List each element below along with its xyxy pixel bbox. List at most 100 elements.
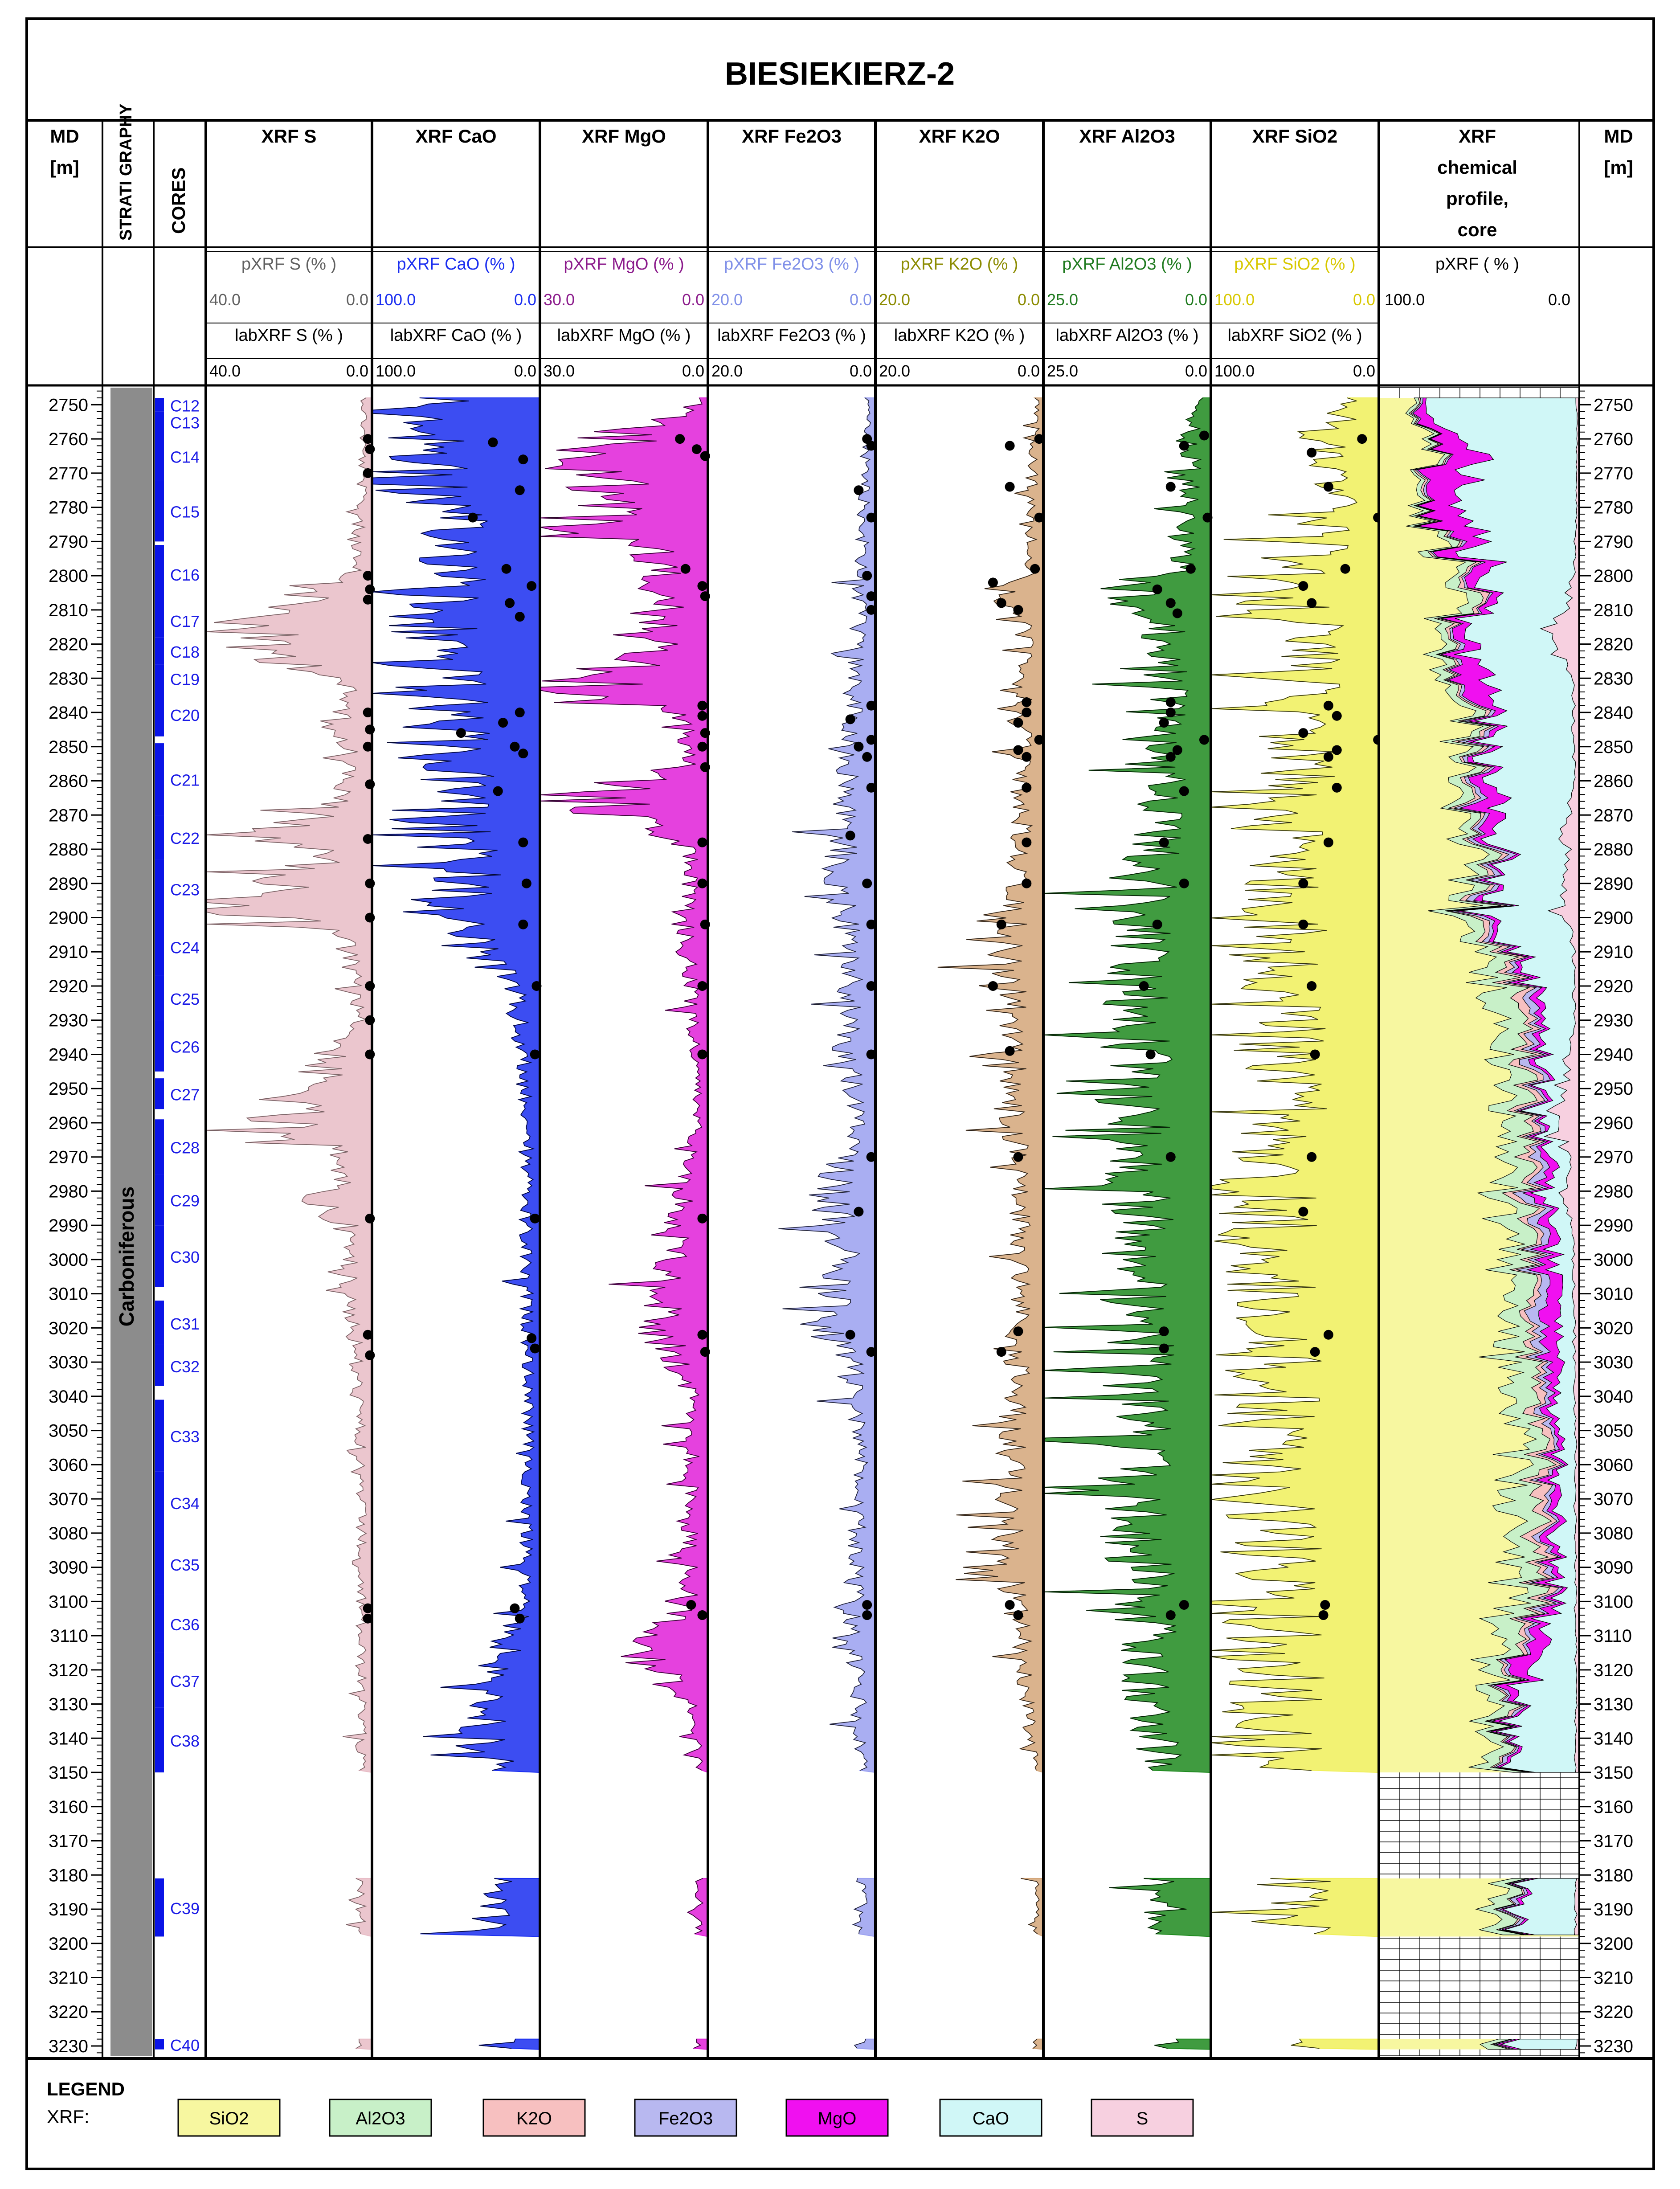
core-interval-bar bbox=[155, 1594, 164, 1653]
depth-tick-label: 3200 bbox=[49, 1934, 88, 1954]
depth-tick-label: 3160 bbox=[49, 1797, 88, 1817]
depth-tick-label: 3000 bbox=[1594, 1250, 1633, 1270]
lab-sample-point bbox=[1340, 564, 1350, 574]
lab-sample-point bbox=[530, 1213, 540, 1223]
lab-sample-point bbox=[515, 485, 525, 495]
lab-sample-point bbox=[365, 981, 375, 991]
track-lab-scale-max: 0.0 bbox=[1353, 362, 1375, 380]
legend-label: S bbox=[1136, 2109, 1149, 2128]
depth-tick-label: 2780 bbox=[1594, 498, 1633, 518]
lab-sample-point bbox=[1307, 981, 1317, 991]
depth-tick-label: 3230 bbox=[49, 2037, 88, 2056]
depth-tick-label: 2920 bbox=[1594, 977, 1633, 996]
track-lab-scale-min: 100.0 bbox=[1214, 362, 1255, 380]
legend-label: K2O bbox=[516, 2109, 552, 2128]
depth-tick-label: 2940 bbox=[1594, 1045, 1633, 1064]
lab-sample-point bbox=[1323, 482, 1333, 492]
depth-tick-label: 2880 bbox=[49, 840, 88, 859]
depth-tick-label: 3150 bbox=[49, 1763, 88, 1783]
core-label: C36 bbox=[170, 1616, 200, 1634]
lab-sample-point bbox=[1165, 697, 1176, 708]
core-interval-bar bbox=[155, 432, 164, 480]
depth-tick-label: 2800 bbox=[1594, 566, 1633, 586]
core-label: C20 bbox=[170, 706, 200, 724]
depth-tick-label: 2980 bbox=[1594, 1182, 1633, 1201]
lab-sample-point bbox=[1022, 697, 1032, 708]
text-layer: BIESIEKIERZ-2 MD [m] MD [m] STRATI GRAPH… bbox=[47, 56, 1633, 2128]
outer-frame bbox=[25, 17, 1655, 2170]
lab-sample-point bbox=[1013, 745, 1023, 755]
lab-sample-point bbox=[862, 752, 872, 762]
track-pxrf-label: pXRF CaO (% ) bbox=[396, 255, 515, 274]
track-pxrf-label: pXRF K2O (% ) bbox=[901, 255, 1018, 274]
core-interval-bar bbox=[155, 1020, 164, 1072]
depth-tick-label: 3200 bbox=[1594, 1934, 1633, 1954]
core-interval-bar bbox=[155, 917, 164, 976]
core-interval-bar bbox=[155, 664, 164, 692]
lab-sample-point bbox=[866, 735, 876, 745]
depth-tick-label: 2860 bbox=[49, 772, 88, 791]
depth-tick-label: 2870 bbox=[49, 806, 88, 825]
lab-sample-point bbox=[1165, 598, 1176, 608]
core-interval-bar bbox=[155, 1078, 164, 1109]
track-lab-label: labXRF Al2O3 (% ) bbox=[1056, 326, 1199, 345]
core-label: C15 bbox=[170, 503, 200, 521]
track-lab-scale-max: 0.0 bbox=[346, 362, 368, 380]
lab-sample-point bbox=[996, 919, 1006, 929]
legend-swatch bbox=[482, 2099, 586, 2137]
track-curve bbox=[937, 397, 1040, 1771]
core-interval-bar bbox=[155, 1174, 164, 1226]
depth-tick-label: 2830 bbox=[1594, 669, 1633, 688]
depth-tick-label: 2850 bbox=[49, 737, 88, 757]
core-label: C24 bbox=[170, 939, 200, 957]
lab-sample-point bbox=[854, 1207, 864, 1217]
depth-tick-label: 2750 bbox=[1594, 395, 1633, 415]
depth-tick-label: 2970 bbox=[1594, 1148, 1633, 1167]
lab-sample-point bbox=[1159, 837, 1169, 847]
lab-sample-point bbox=[363, 468, 373, 478]
profile-header-line-3: profile, bbox=[1446, 188, 1508, 209]
core-interval-bar bbox=[155, 1399, 164, 1472]
lab-sample-point bbox=[1022, 878, 1032, 888]
lab-sample-point bbox=[365, 1350, 375, 1360]
lab-sample-point bbox=[697, 711, 707, 721]
core-interval-bar bbox=[155, 1301, 164, 1345]
lab-sample-point bbox=[697, 1213, 707, 1223]
lab-sample-point bbox=[1165, 752, 1176, 762]
profile-scale-max: 0.0 bbox=[1548, 291, 1570, 309]
lab-sample-point bbox=[1013, 1610, 1023, 1620]
lab-sample-point bbox=[1310, 1347, 1320, 1357]
legend-swatch bbox=[1091, 2099, 1194, 2137]
lab-sample-point bbox=[1332, 711, 1342, 721]
depth-tick-label: 3020 bbox=[1594, 1318, 1633, 1338]
core-interval-bar bbox=[155, 411, 164, 432]
lab-sample-point bbox=[697, 700, 707, 711]
depth-tick-label: 2900 bbox=[1594, 908, 1633, 928]
depth-tick-label: 2890 bbox=[1594, 874, 1633, 894]
core-interval-bar bbox=[155, 637, 164, 665]
depth-tick-label: 2820 bbox=[49, 635, 88, 655]
lab-sample-point bbox=[1152, 919, 1162, 929]
track-pxrf-scale-min: 40.0 bbox=[209, 291, 241, 309]
md-right-unit: [m] bbox=[1604, 157, 1633, 178]
depth-tick-label: 2790 bbox=[1594, 532, 1633, 552]
track-title: XRF S bbox=[262, 126, 317, 147]
lab-sample-point bbox=[1165, 708, 1176, 718]
lab-sample-point bbox=[1332, 745, 1342, 755]
core-label: C29 bbox=[170, 1192, 200, 1210]
lab-sample-point bbox=[1298, 581, 1308, 591]
lab-sample-point bbox=[456, 728, 466, 738]
depth-tick-label: 3110 bbox=[1594, 1626, 1632, 1646]
track-pxrf-scale-max: 0.0 bbox=[514, 291, 536, 309]
profile-scale-label: pXRF ( % ) bbox=[1435, 255, 1519, 274]
core-interval-bar bbox=[155, 743, 164, 815]
track-pxrf-scale-max: 0.0 bbox=[1353, 291, 1375, 309]
core-interval-bar bbox=[155, 815, 164, 860]
depth-tick-label: 2850 bbox=[1594, 737, 1633, 757]
depth-tick-label: 2890 bbox=[49, 874, 88, 894]
depth-tick-label: 3140 bbox=[49, 1729, 88, 1748]
depth-tick-label: 2820 bbox=[1594, 635, 1633, 655]
legend-label: CaO bbox=[973, 2109, 1009, 2128]
lab-sample-point bbox=[697, 878, 707, 888]
lab-sample-point bbox=[680, 564, 691, 574]
